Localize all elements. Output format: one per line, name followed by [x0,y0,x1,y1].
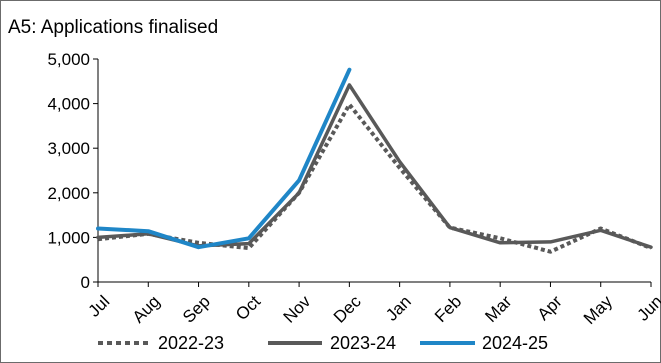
y-tick-label: 2,000 [47,184,90,203]
x-tick-label: Dec [330,292,365,327]
y-tick-label: 0 [81,273,90,292]
y-tick-label: 5,000 [47,50,90,69]
chart-title: A5: Applications finalised [8,17,219,38]
x-tick-label: Mar [481,292,515,326]
x-tick-label: Apr [534,292,566,324]
y-tick-label: 3,000 [47,139,90,158]
series-line-2022-23 [97,102,652,254]
series-line-2024-25 [96,67,352,250]
x-tick-label: Oct [232,292,264,324]
x-tick-label: Sep [179,292,214,327]
x-tick-label: Jul [85,292,114,321]
y-tick-label: 1,000 [47,228,90,247]
legend-label: 2023-24 [330,333,396,353]
x-tick-label: Nov [280,292,315,327]
x-tick-label: May [580,292,616,328]
legend-label: 2022-23 [158,333,224,353]
series-line-2023-24 [96,83,653,249]
y-tick-label: 4,000 [47,95,90,114]
x-tick-label: Feb [431,292,465,326]
x-tick-label: Aug [129,292,164,327]
legend-label: 2024-25 [482,333,548,353]
x-tick-label: Jun [633,292,661,325]
x-tick-label: Jan [382,292,415,325]
